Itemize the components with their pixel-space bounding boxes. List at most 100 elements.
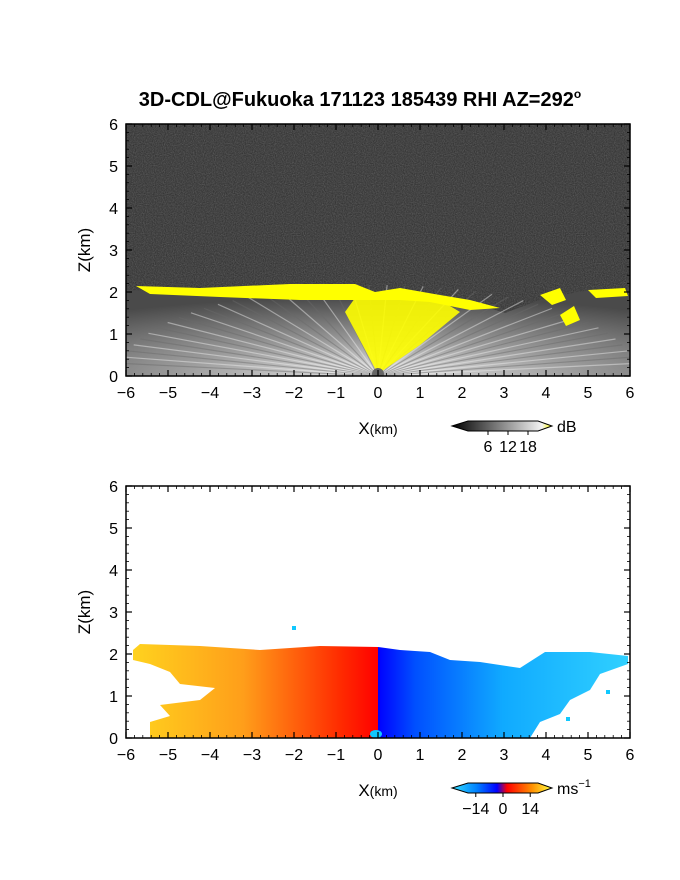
velocity-image [126,486,630,738]
y-tick-label: 0 [109,369,118,386]
x-tick-label: 4 [542,747,551,764]
y-tick-label: 0 [109,731,118,748]
x-tick-label: −4 [201,385,219,402]
x-tick-label: 1 [416,385,425,402]
velocity-speckle-3 [606,690,610,694]
colorbar-tick-label: −14 [462,801,489,818]
y-tick-label: 3 [109,243,118,260]
echo-ray [377,363,630,376]
echo-ray [377,316,578,376]
echo-ray [377,296,509,376]
backscatter-ylabel: Z(km) [75,228,94,272]
yellow-patch-right-3 [588,288,628,298]
y-tick-label: 1 [109,689,118,706]
y-tick-label: 4 [109,563,118,580]
x-tick-label: 2 [458,747,467,764]
figure-title: 3D-CDL@Fukuoka 171123 185439 RHI AZ=292o [139,87,581,111]
yellow-patch-right-2 [560,306,580,326]
backscatter-image [126,124,630,376]
y-tick-label: 1 [109,327,118,344]
y-tick-label: 4 [109,201,118,218]
velocity-xlabel: X(km) [358,781,397,800]
echo-ray [377,321,589,376]
y-tick-label: 2 [109,285,118,302]
echo-ray [247,296,379,376]
yellow-patch-right-1 [540,288,566,305]
colorbar-tick-label: 12 [499,439,517,456]
x-tick-label: −2 [285,747,303,764]
echo-ray [232,300,379,376]
velocity-panel: −6 −5 −4 −3 −2 −1 0 1 2 3 4 5 6 0 1 2 3 4 5 6 Z(km) X(km) −… [75,479,635,818]
y-tick-label: 6 [109,479,118,496]
x-tick-label: 2 [458,385,467,402]
echo-ray [190,312,379,376]
echo-ray [280,291,379,376]
x-tick-label: 6 [626,747,635,764]
x-tick-label: 3 [500,385,509,402]
x-tick-label: −2 [285,385,303,402]
x-tick-label: 4 [542,385,551,402]
velocity-left-region [133,644,378,738]
x-tick-label: 0 [374,747,383,764]
yellow-cone [345,298,460,374]
velocity-speckle-1 [292,626,296,630]
velocity-colorbar-unit: ms−1 [557,778,591,798]
x-tick-label: −3 [243,747,261,764]
echo-ray [133,344,379,376]
backscatter-xlabel: X(km) [358,419,397,438]
velocity-right-region [378,647,628,738]
echo-ray [377,300,524,376]
echo-ray [178,316,379,376]
x-tick-label: −1 [327,747,345,764]
echo-ray [167,321,379,376]
y-tick-label: 6 [109,117,118,134]
x-tick-label: 1 [416,747,425,764]
echo-ray [297,289,379,376]
echo-ray [140,338,379,376]
x-tick-label: −5 [159,385,177,402]
y-tick-label: 3 [109,605,118,622]
x-tick-label: −5 [159,747,177,764]
echo-ray [377,307,553,376]
velocity-site-marker [370,730,382,738]
y-tick-label: 2 [109,647,118,664]
echo-ray [217,303,379,376]
echo-ray [148,332,379,376]
backscatter-colorbar-unit: dB [557,419,577,436]
backscatter-axes: −6 −5 −4 −3 −2 −1 0 1 2 3 4 5 6 0 1 2 3 4 5 6 [109,117,634,402]
x-tick-label: 6 [626,385,635,402]
echo-ray [377,312,566,376]
x-tick-label: 5 [584,747,593,764]
echo-ray [377,332,608,376]
x-tick-label: −1 [327,385,345,402]
colorbar-tick-label: 14 [521,801,539,818]
yellow-echo-top [136,284,500,310]
echo-ray [203,307,379,376]
x-tick-label: −4 [201,747,219,764]
echo-ray [377,344,623,376]
echo-ray [126,363,379,376]
velocity-axes: −6 −5 −4 −3 −2 −1 0 1 2 3 4 5 6 0 1 2 3 4 5 6 [109,479,634,764]
echo-ray [377,303,539,376]
x-tick-label: −6 [117,747,135,764]
x-tick-label: −3 [243,385,261,402]
echo-ray [377,327,599,376]
colorbar-tick-label: 6 [484,439,493,456]
x-tick-label: 0 [374,385,383,402]
echo-ray [263,293,379,376]
velocity-speckle-2 [566,717,570,721]
echo-ray [157,327,379,376]
colorbar-tick-label: 18 [519,439,537,456]
y-tick-label: 5 [109,159,118,176]
velocity-colorbar: −14 0 14 ms−1 [450,778,591,818]
colorbar-tick-label: 0 [499,801,508,818]
echo-ray [314,287,379,376]
backscatter-colorbar: 6 12 18 dB [450,419,577,456]
y-tick-label: 5 [109,521,118,538]
x-tick-label: 3 [500,747,509,764]
echo-ray [377,338,616,376]
velocity-ylabel: Z(km) [75,590,94,634]
x-tick-label: −6 [117,385,135,402]
